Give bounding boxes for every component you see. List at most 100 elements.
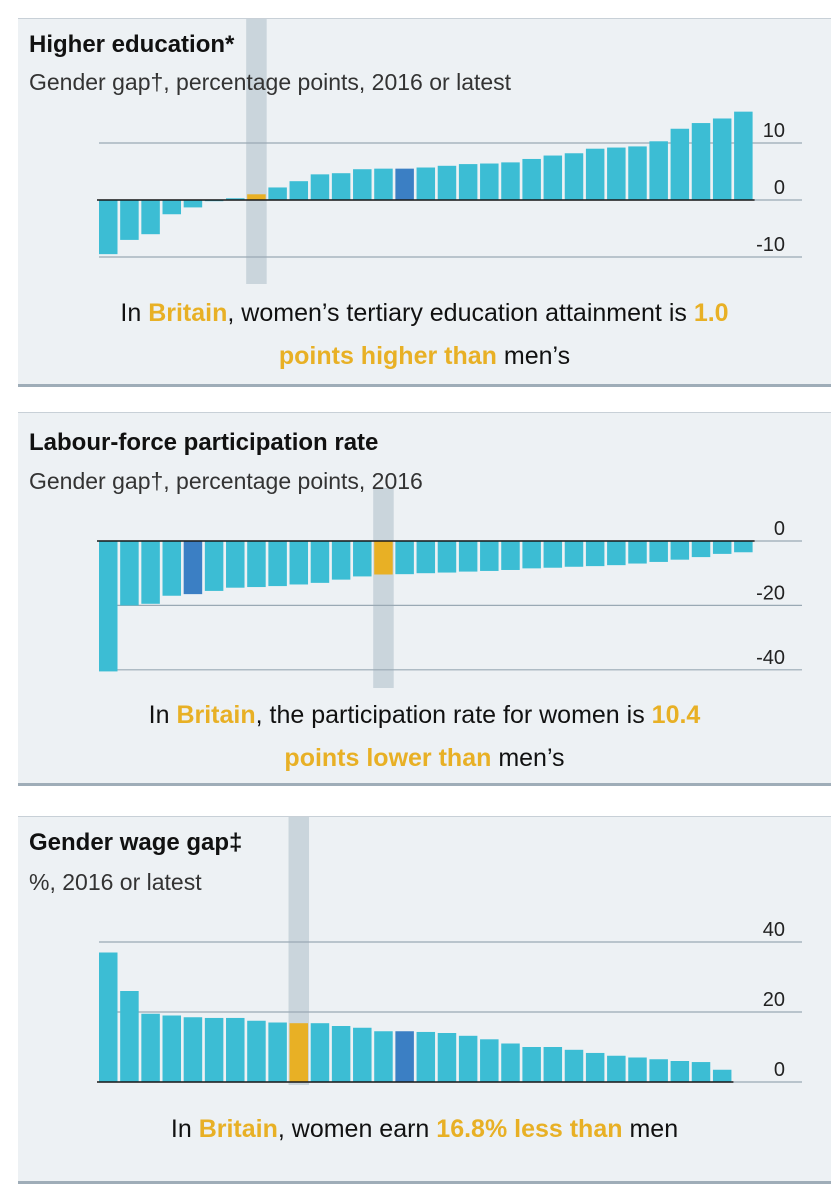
bar: [670, 1061, 690, 1082]
bar: [99, 541, 118, 672]
bar: [691, 123, 711, 200]
bar: [564, 153, 584, 200]
chart-title: Gender wage gap‡: [29, 829, 243, 856]
bar: [268, 1022, 287, 1082]
bar: [416, 1031, 436, 1082]
tick-label: 40: [763, 919, 785, 941]
country-name: Britain: [176, 701, 256, 729]
bar: [501, 1043, 520, 1082]
bar: [247, 194, 266, 200]
bar: [141, 200, 160, 235]
bar: [268, 187, 287, 200]
gap-value: 10.4: [651, 701, 701, 729]
bar: [395, 168, 414, 200]
bar: [141, 541, 160, 604]
chart-subtitle: %, 2016 or latest: [29, 869, 202, 895]
bar: [289, 541, 309, 585]
panel-labour-force: 0 -20 -40 Labour-force participation rate …: [18, 412, 831, 786]
bar: [458, 541, 478, 572]
bar: [268, 541, 287, 587]
bar: [374, 541, 393, 575]
bar: [226, 541, 245, 588]
bar: [691, 541, 711, 558]
bar: [247, 1020, 266, 1082]
bar: [712, 541, 732, 554]
bar: [691, 1062, 711, 1082]
bar: [480, 1039, 499, 1082]
gap-value: 16.8% less than: [436, 1115, 623, 1143]
bar: [712, 1069, 732, 1082]
bar: [226, 1017, 245, 1082]
tick-label: -40: [756, 647, 785, 669]
bar: [162, 541, 182, 596]
bar: [607, 147, 626, 200]
bar: [99, 200, 118, 255]
bar: [628, 541, 647, 564]
bar: [458, 164, 478, 200]
bar: [522, 541, 541, 569]
tick-label: 10: [763, 120, 785, 142]
bar: [289, 1023, 309, 1082]
bar: [120, 991, 139, 1082]
bar: [437, 541, 457, 573]
bar: [331, 1026, 351, 1082]
bar: [310, 174, 330, 200]
chart-subtitle: Gender gap†, percentage points, 2016 or …: [29, 69, 512, 95]
bar: [120, 200, 139, 240]
bar: [247, 541, 266, 588]
bar: [734, 541, 753, 553]
bar: [670, 541, 690, 560]
bar: [331, 541, 351, 580]
bar: [649, 541, 668, 562]
bar: [416, 541, 436, 574]
bar: [734, 111, 753, 200]
bar: [712, 118, 732, 200]
bar: [607, 541, 626, 566]
bar: [649, 141, 668, 200]
bar: [183, 1017, 203, 1082]
bar: [183, 200, 203, 208]
bar: [353, 1027, 372, 1082]
chart-caption: In Britain, the participation rate for w…: [148, 701, 701, 772]
bar: [204, 541, 224, 591]
panel-higher-education: 10 0 -10 Higher education* Gender gap†, pe…: [18, 18, 831, 387]
bar: [437, 165, 457, 200]
bar: [480, 541, 499, 571]
bar: [310, 1023, 330, 1082]
bar: [585, 1052, 605, 1082]
bar: [543, 1047, 563, 1082]
bar: [183, 541, 203, 595]
gap-value: 1.0: [693, 299, 729, 327]
bar: [522, 158, 541, 200]
bar: [437, 1033, 457, 1082]
country-name: Britain: [148, 299, 228, 327]
highlight-band: [246, 19, 267, 284]
bar: [585, 148, 605, 200]
chart-caption: In Britain, women’s tertiary education a…: [120, 299, 729, 370]
bar: [458, 1035, 478, 1082]
bar: [353, 169, 372, 200]
chart-wage-gap: 40 20 0: [97, 817, 802, 1085]
bar: [374, 168, 393, 200]
bar: [395, 541, 414, 575]
bar: [395, 1031, 414, 1082]
bar: [543, 541, 563, 568]
bar: [628, 1057, 647, 1082]
tick-label: -20: [756, 582, 785, 604]
chart-caption: In Britain, women earn 16.8% less than m…: [170, 1115, 679, 1143]
bar: [649, 1059, 668, 1082]
bar: [141, 1013, 160, 1082]
tick-label: 0: [774, 1059, 785, 1081]
bar: [543, 155, 563, 200]
bar: [331, 173, 351, 200]
bar: [564, 541, 584, 567]
bar: [670, 128, 690, 200]
bar: [628, 146, 647, 200]
bar: [416, 167, 436, 200]
highlight-band: [373, 488, 394, 688]
bar: [289, 181, 309, 200]
chart-title: Labour-force participation rate: [29, 429, 379, 456]
chart-higher-education: 10 0 -10: [97, 19, 802, 284]
bar: [99, 952, 118, 1082]
gap-direction: points lower than: [284, 744, 492, 772]
